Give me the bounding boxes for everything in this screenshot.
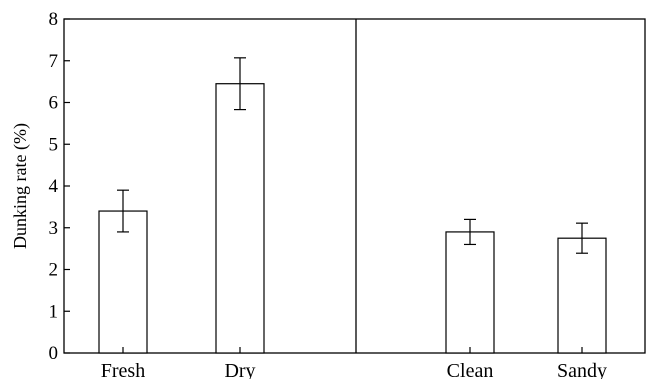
- y-tick-label: 5: [49, 134, 59, 155]
- bars: [98, 83, 607, 354]
- bar-fresh: [98, 210, 148, 354]
- y-tick-label: 1: [49, 301, 59, 322]
- y-tick-label: 6: [49, 93, 59, 114]
- x-label-fresh: Fresh: [101, 360, 145, 379]
- y-tick-label: 4: [49, 176, 59, 197]
- y-tick-label: 0: [49, 343, 59, 364]
- y-axis-ticks: 0 1 2 3 4 5 6 7 8: [49, 9, 70, 364]
- y-axis-title: Dunking rate (%): [10, 123, 31, 249]
- bar-sandy: [557, 237, 607, 354]
- y-tick-label: 2: [49, 260, 59, 281]
- bar-clean: [445, 231, 495, 354]
- error-bars: [117, 57, 588, 254]
- y-tick-label: 8: [49, 9, 59, 30]
- x-label-dry: Dry: [224, 360, 255, 379]
- x-label-clean: Clean: [447, 360, 494, 379]
- x-axis-labels: Fresh Dry Clean Sandy: [101, 347, 607, 379]
- y-tick-label: 7: [49, 51, 59, 72]
- bar-dry: [215, 83, 265, 354]
- x-label-sandy: Sandy: [557, 360, 607, 379]
- y-tick-label: 3: [49, 218, 59, 239]
